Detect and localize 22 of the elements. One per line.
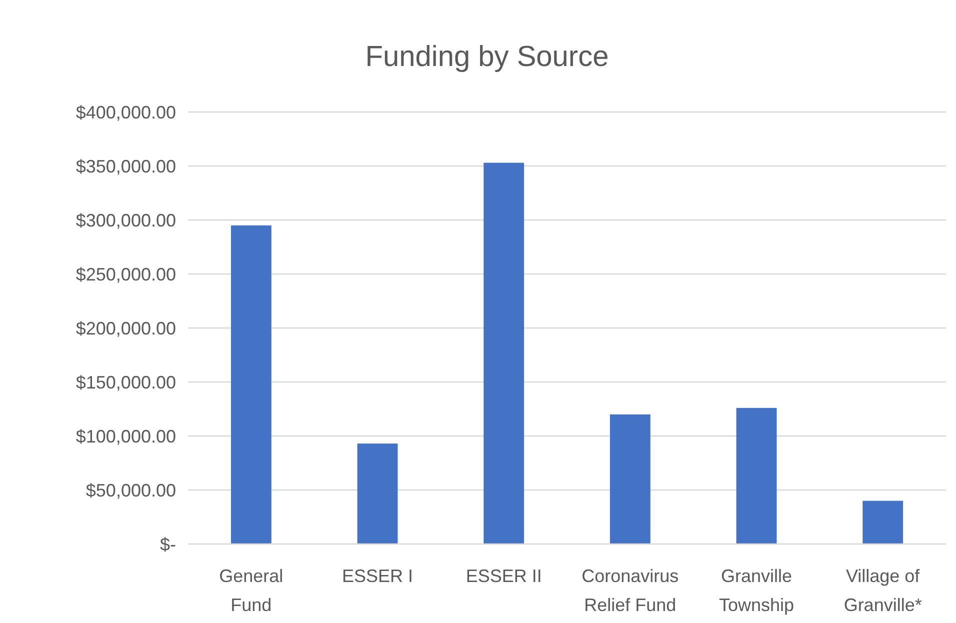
x-tick-label: ESSER I: [342, 566, 414, 586]
y-tick-label: $400,000.00: [76, 102, 176, 122]
x-tick-label: Village of Granville*: [844, 566, 922, 615]
y-tick-label: $-: [160, 534, 176, 554]
x-tick-label: Granville Township: [718, 566, 794, 615]
chart-title: Funding by Source: [365, 41, 609, 73]
y-tick-label: $300,000.00: [76, 210, 176, 230]
y-tick-label: $250,000.00: [76, 264, 176, 284]
y-tick-label: $200,000.00: [76, 318, 176, 338]
bar: [862, 500, 904, 544]
x-tick-label: Coronavirus Relief Fund: [582, 566, 679, 615]
y-tick-label: $100,000.00: [76, 426, 176, 446]
y-tick-label: $150,000.00: [76, 372, 176, 392]
bar: [610, 414, 650, 544]
bar: [736, 408, 777, 544]
y-tick-label: $50,000.00: [86, 480, 176, 500]
x-tick-label: General Fund: [219, 566, 284, 615]
bar: [357, 444, 398, 544]
bar: [484, 162, 524, 544]
y-tick-label: $350,000.00: [76, 156, 176, 176]
x-tick-label: ESSER II: [466, 566, 542, 586]
bar: [230, 225, 272, 544]
